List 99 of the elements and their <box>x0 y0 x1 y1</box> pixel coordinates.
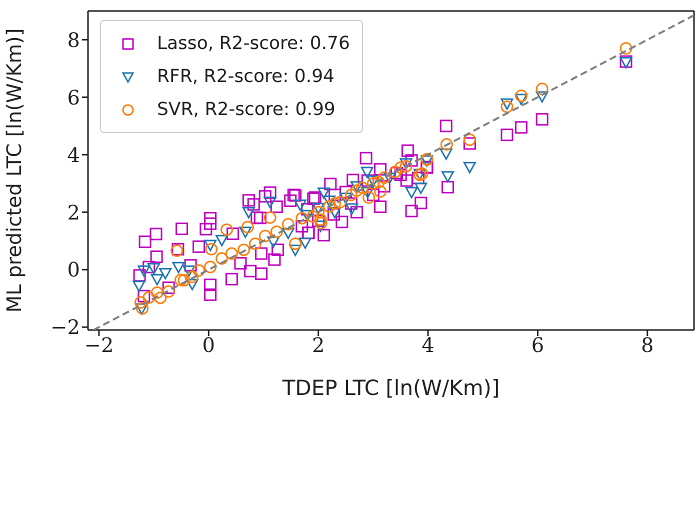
point <box>178 274 190 287</box>
point <box>374 185 387 198</box>
point <box>174 274 187 286</box>
point <box>515 94 528 106</box>
point <box>298 237 312 249</box>
point <box>186 270 198 284</box>
point <box>249 238 262 250</box>
legend-label: Lasso, R2-score: 0.76 <box>157 33 350 54</box>
point <box>536 91 548 103</box>
y-tick-label: 0 <box>67 258 80 282</box>
point <box>620 42 632 55</box>
x-tick-label: 8 <box>641 333 654 358</box>
point <box>238 244 250 256</box>
point <box>350 184 363 197</box>
legend-label: SVR, R2-score: 0.99 <box>157 99 336 120</box>
point <box>239 226 252 238</box>
point <box>150 274 164 286</box>
point <box>154 292 167 304</box>
x-axis-title: TDEP LTC [ln(W/Km)] <box>281 376 500 400</box>
point <box>282 218 294 230</box>
point <box>138 265 150 277</box>
x-tick-label: 6 <box>531 333 544 358</box>
point <box>148 263 160 274</box>
point <box>182 265 196 277</box>
point <box>301 210 314 222</box>
point <box>216 234 228 246</box>
point <box>440 148 452 160</box>
point <box>328 207 342 218</box>
point <box>306 210 320 223</box>
point <box>312 202 325 214</box>
point <box>383 172 396 184</box>
x-tick-label: 2 <box>312 333 325 358</box>
y-tick-label: 6 <box>67 85 80 110</box>
point <box>500 98 514 110</box>
point <box>400 158 412 170</box>
point <box>323 200 336 213</box>
point <box>314 216 328 230</box>
point <box>220 223 233 236</box>
point <box>312 206 325 218</box>
y-tick-label: −2 <box>50 315 80 340</box>
point <box>270 225 283 238</box>
point <box>314 220 327 232</box>
point <box>372 176 385 188</box>
point <box>192 264 206 277</box>
point <box>264 211 276 224</box>
point <box>162 285 175 298</box>
y-axis-title: ML predicted LTC [ln(W/Km)] <box>2 28 26 313</box>
point <box>334 196 347 208</box>
point <box>463 134 476 146</box>
point <box>282 228 294 240</box>
point <box>346 203 358 215</box>
x-tick-label: 4 <box>422 333 434 358</box>
point <box>344 188 358 202</box>
point <box>204 240 217 252</box>
x-tick-label: 0 <box>202 333 216 358</box>
point <box>360 166 374 178</box>
point <box>323 196 336 207</box>
point <box>132 280 146 292</box>
point <box>264 196 276 208</box>
point <box>205 242 218 256</box>
point <box>134 296 147 309</box>
point <box>340 192 352 204</box>
point <box>204 260 217 274</box>
point <box>366 175 380 187</box>
y-tick-label: 8 <box>67 28 80 52</box>
point <box>356 181 368 194</box>
point <box>362 191 376 204</box>
point <box>159 268 172 280</box>
point <box>296 212 308 224</box>
point <box>289 238 302 250</box>
point <box>442 171 454 182</box>
y-tick-label: 4 <box>67 142 80 167</box>
point <box>440 138 453 151</box>
point <box>142 291 156 304</box>
point <box>361 186 374 198</box>
point <box>515 90 528 102</box>
point <box>536 82 548 96</box>
legend-label: RFR, R2-score: 0.94 <box>157 66 334 87</box>
point <box>242 207 255 218</box>
y-tick-label: 2 <box>67 200 80 224</box>
point <box>186 278 198 290</box>
point <box>463 162 476 174</box>
point <box>289 244 302 256</box>
point <box>172 262 185 274</box>
point <box>405 186 418 198</box>
point <box>414 182 428 194</box>
x-tick-label: −2 <box>84 333 114 358</box>
point <box>378 171 390 184</box>
point <box>350 181 363 193</box>
point <box>318 187 330 199</box>
point <box>294 200 306 211</box>
point <box>258 230 272 242</box>
point <box>150 286 164 299</box>
point <box>216 252 228 265</box>
point <box>225 247 238 260</box>
point <box>241 220 254 234</box>
point <box>328 197 342 210</box>
point <box>267 236 280 248</box>
point <box>394 161 407 174</box>
